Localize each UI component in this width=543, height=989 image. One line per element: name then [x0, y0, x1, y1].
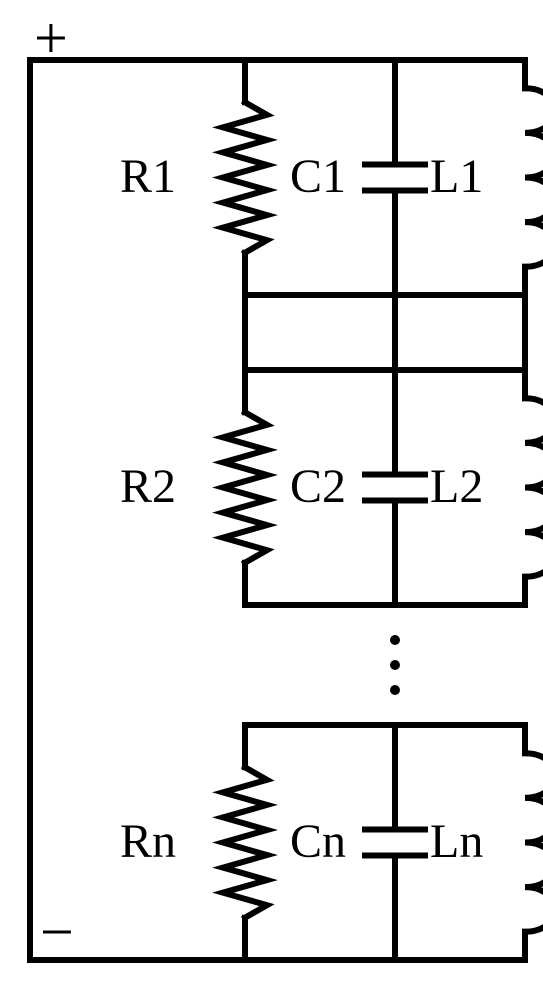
circuit-diagram: + − R1 C1 L1 R2 C2 L2 Rn Cn Ln: [0, 0, 543, 989]
resistor-label: R2: [120, 460, 176, 513]
inductor-label: L1: [430, 150, 483, 203]
terminal-plus: +: [34, 5, 68, 71]
series-connectors: [245, 295, 525, 370]
ellipsis-dots: [390, 635, 400, 695]
inductor: [525, 725, 543, 960]
resistor-label: R1: [120, 150, 176, 203]
capacitor: [365, 370, 425, 605]
stage-1: R1 C1 L1: [120, 60, 543, 295]
capacitor: [365, 725, 425, 960]
inductor: [525, 370, 543, 605]
capacitor-label: Cn: [290, 815, 346, 868]
capacitor: [365, 60, 425, 295]
resistor: [223, 725, 267, 960]
resistor: [223, 370, 267, 605]
resistor: [223, 60, 267, 295]
inductor-label: Ln: [430, 815, 483, 868]
capacitor-label: C2: [290, 460, 346, 513]
terminal-minus: −: [40, 899, 74, 965]
stage-2: R2 C2 L2: [120, 370, 543, 605]
resistor-label: Rn: [120, 815, 176, 868]
stage-3: Rn Cn Ln: [120, 725, 543, 960]
inductor: [525, 60, 543, 295]
capacitor-label: C1: [290, 150, 346, 203]
inductor-label: L2: [430, 460, 483, 513]
